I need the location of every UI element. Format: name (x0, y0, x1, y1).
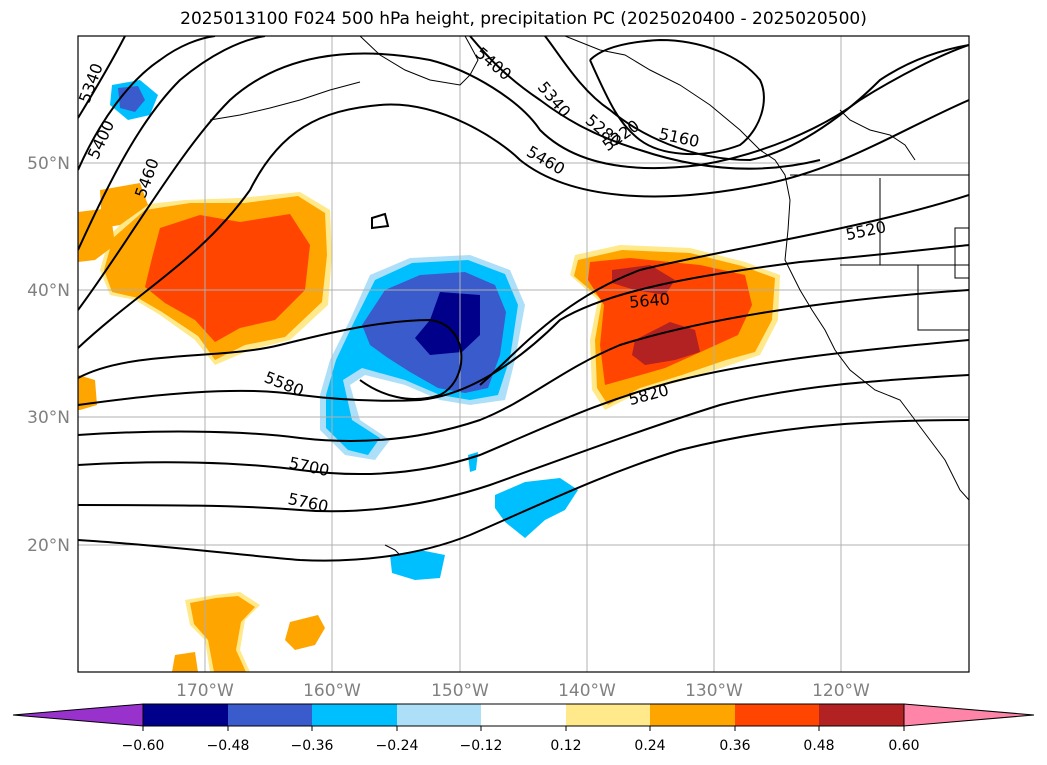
lat-label: 50°N (27, 154, 70, 174)
latitude-labels: 50°N 40°N 30°N 20°N (27, 154, 70, 556)
colorbar-segment (735, 704, 819, 726)
lon-label: 150°W (431, 681, 489, 701)
lon-label: 130°W (685, 681, 743, 701)
map-title: 2025013100 F024 500 hPa height, precipit… (180, 9, 867, 29)
lon-label: 120°W (812, 681, 870, 701)
colorbar: −0.60 −0.48 −0.36 −0.24 −0.12 0.12 0.24 … (12, 703, 1035, 754)
colorbar-segment (143, 704, 228, 726)
lon-label: 170°W (176, 681, 234, 701)
colorbar-tick-label: 0.60 (888, 738, 919, 754)
lon-label: 140°W (558, 681, 616, 701)
colorbar-tick-label: 0.12 (550, 738, 581, 754)
colorbar-under-arrow (12, 703, 144, 727)
colorbar-segment (566, 704, 650, 726)
colorbar-tick-label: −0.24 (376, 738, 419, 754)
lon-label: 160°W (303, 681, 361, 701)
colorbar-segment (228, 704, 312, 726)
contour-label: 5640 (628, 289, 670, 311)
colorbar-segment (819, 704, 904, 726)
map-frame (77, 35, 970, 673)
colorbar-segment (397, 704, 481, 726)
lat-label: 40°N (27, 281, 70, 301)
lat-label: 20°N (27, 536, 70, 556)
colorbar-tick-label: −0.48 (207, 738, 250, 754)
longitude-labels: 170°W 160°W 150°W 140°W 130°W 120°W (176, 681, 870, 701)
colorbar-segment (312, 704, 397, 726)
colorbar-tick-label: −0.12 (460, 738, 503, 754)
colorbar-over-arrow (903, 703, 1035, 727)
colorbar-tick-label: −0.60 (122, 738, 165, 754)
height-contours (78, 36, 969, 562)
lat-label: 30°N (27, 408, 70, 428)
colorbar-segment (481, 704, 566, 726)
colorbar-tick-label: 0.36 (719, 738, 750, 754)
colorbar-tick-label: −0.36 (291, 738, 334, 754)
colorbar-tick-label: 0.24 (634, 738, 665, 754)
colorbar-tick-label: 0.48 (803, 738, 834, 754)
colorbar-segment (650, 704, 735, 726)
